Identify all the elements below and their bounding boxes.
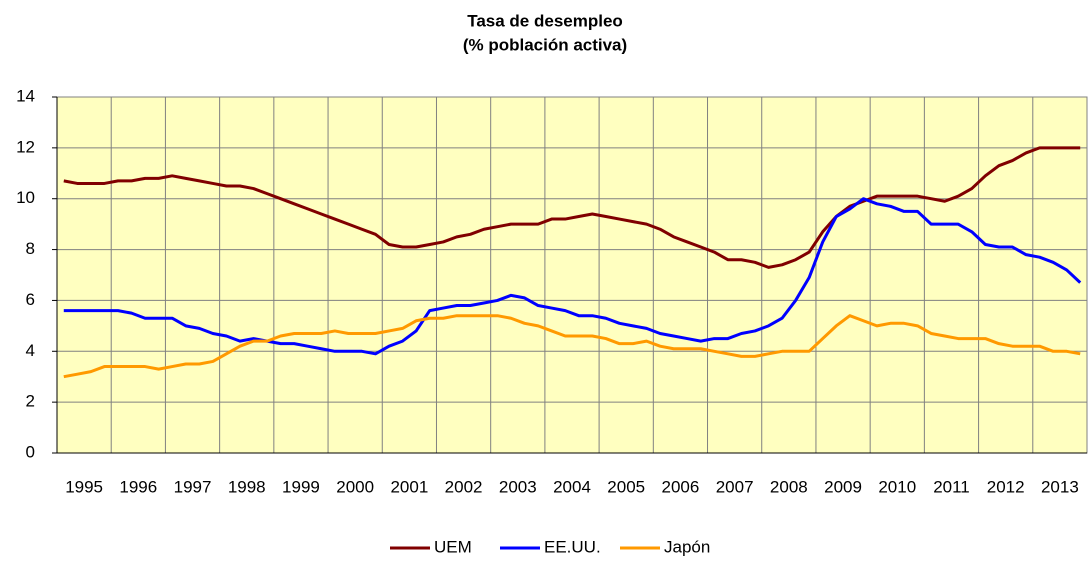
chart-title: Tasa de desempleo [467, 11, 623, 30]
series-line [63, 314, 1081, 379]
legend-label: UEM [434, 537, 472, 556]
legend-label: EE.UU. [544, 537, 601, 556]
x-tick-label: 2006 [662, 477, 700, 496]
x-tick-label: 2002 [445, 477, 483, 496]
x-tick-label: 2012 [987, 477, 1025, 496]
x-tick-label: 2007 [716, 477, 754, 496]
x-tick-label: 2013 [1041, 477, 1079, 496]
x-tick-label: 1996 [119, 477, 157, 496]
x-tick-label: 2001 [390, 477, 428, 496]
series-line [63, 146, 1081, 269]
x-tick-label: 2004 [553, 477, 591, 496]
plot-area [56, 96, 1088, 454]
x-tick-label: 2010 [878, 477, 916, 496]
x-tick-label: 1995 [65, 477, 103, 496]
x-tick-label: 2005 [607, 477, 645, 496]
x-tick-label: 2009 [824, 477, 862, 496]
x-tick-label: 1998 [228, 477, 266, 496]
y-tick-label: 10 [16, 188, 35, 207]
y-tick-label: 2 [26, 392, 35, 411]
y-tick-label: 6 [26, 290, 35, 309]
y-tick-label: 14 [16, 86, 35, 105]
y-tick-label: 8 [26, 239, 35, 258]
chart-subtitle: (% población activa) [463, 35, 627, 54]
x-tick-label: 2011 [933, 477, 970, 496]
legend-label: Japón [664, 537, 710, 556]
x-tick-label: 1997 [174, 477, 212, 496]
y-tick-label: 4 [26, 341, 35, 360]
series-line [63, 197, 1082, 356]
y-tick-label: 12 [16, 137, 35, 156]
y-tick-label: 0 [26, 442, 35, 461]
x-tick-label: 1999 [282, 477, 320, 496]
x-tick-label: 2008 [770, 477, 808, 496]
x-tick-label: 2003 [499, 477, 537, 496]
x-tick-label: 2000 [336, 477, 374, 496]
